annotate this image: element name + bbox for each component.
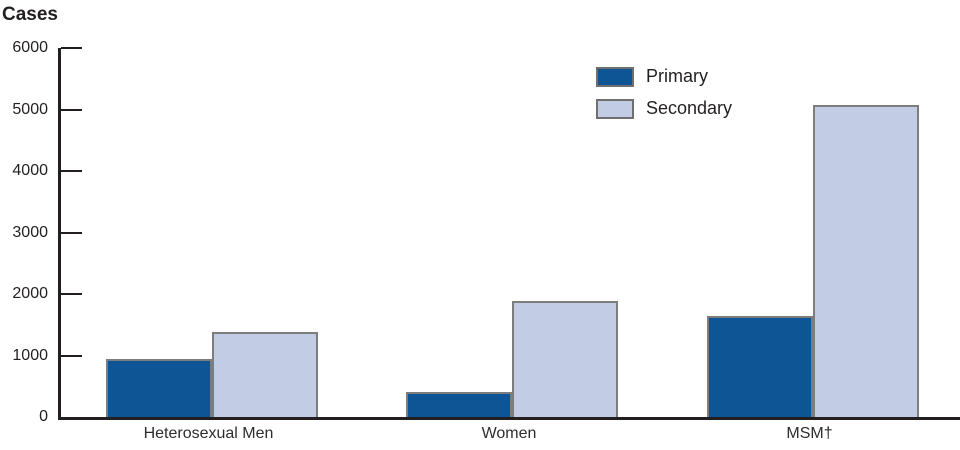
y-axis-tick-1000 [61, 354, 82, 357]
primary-swatch [596, 66, 634, 87]
bar-primary-group2 [706, 315, 813, 417]
y-axis-tick-3000 [61, 231, 82, 234]
y-axis-tick-label-0: 0 [39, 408, 48, 425]
bar-primary-group1 [406, 392, 512, 417]
x-axis-category-label-0: Heterosexual Men [143, 425, 274, 442]
x-axis-category-label-1: Women [481, 425, 537, 442]
bar-secondary-group2 [812, 104, 919, 417]
bar-secondary-group0 [211, 332, 318, 417]
y-axis-tick-5000 [61, 108, 82, 111]
y-axis-tick-4000 [61, 170, 82, 172]
y-axis-tick-label-3000: 3000 [12, 223, 48, 241]
plot-area [58, 47, 960, 420]
x-axis-category-label-2: MSM† [786, 425, 833, 442]
legend-label-secondary: Secondary [646, 98, 733, 118]
y-axis-tick-label-2000: 2000 [12, 285, 48, 302]
bar-primary-group0 [105, 358, 212, 417]
y-axis-tick-6000 [61, 47, 82, 49]
legend-item-secondary: Secondary [596, 98, 732, 119]
legend: Primary Secondary [596, 66, 732, 130]
y-axis-title: Cases [2, 4, 58, 25]
bar-secondary-group1 [512, 301, 618, 417]
legend-item-primary: Primary [596, 66, 732, 87]
y-axis-tick-label-1000: 1000 [12, 346, 48, 364]
y-axis-tick-2000 [61, 293, 82, 295]
legend-label-primary: Primary [646, 66, 708, 86]
y-axis-tick-label-6000: 6000 [12, 39, 48, 56]
y-axis-tick-label-5000: 5000 [12, 100, 48, 118]
y-axis-tick-label-4000: 4000 [12, 162, 48, 179]
secondary-swatch [596, 98, 634, 119]
